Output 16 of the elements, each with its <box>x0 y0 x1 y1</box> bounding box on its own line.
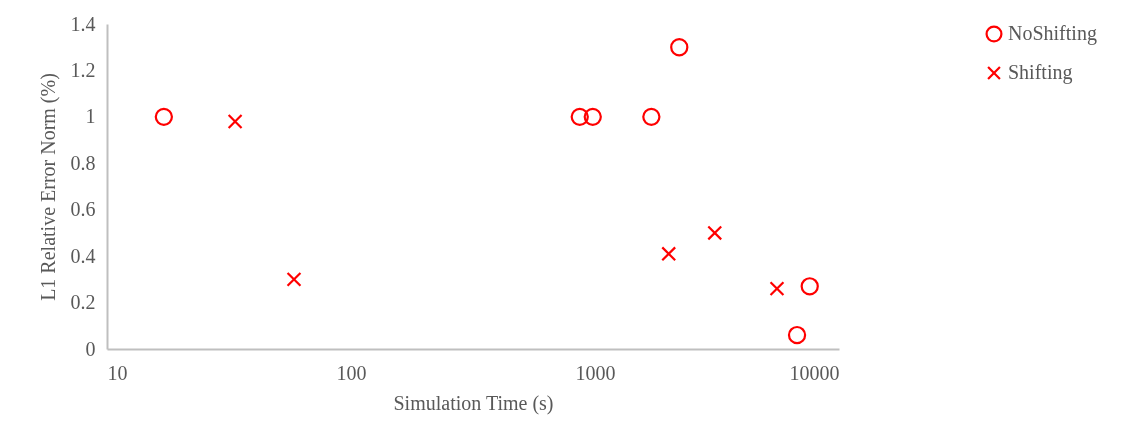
y-axis-title: L1 Relative Error Norm (%) <box>36 73 60 301</box>
legend-label: Shifting <box>1008 61 1073 84</box>
y-tick-label: 1.2 <box>70 58 96 81</box>
y-tick-label: 1.4 <box>70 12 96 35</box>
x-axis-title: Simulation Time (s) <box>393 391 554 415</box>
x-tick-label: 1000 <box>575 361 616 384</box>
x-tick-label: 10 <box>107 361 128 384</box>
y-tick-label: 0.6 <box>70 198 96 221</box>
legend-label: NoShifting <box>1008 22 1097 45</box>
y-tick-label: 1 <box>85 105 96 128</box>
y-tick-label: 0.4 <box>70 244 96 267</box>
y-tick-label: 0.8 <box>70 151 96 174</box>
x-tick-label: 10000 <box>789 361 840 384</box>
y-tick-label: 0 <box>85 337 96 360</box>
x-tick-label: 100 <box>336 361 367 384</box>
y-tick-label: 0.2 <box>70 291 96 314</box>
